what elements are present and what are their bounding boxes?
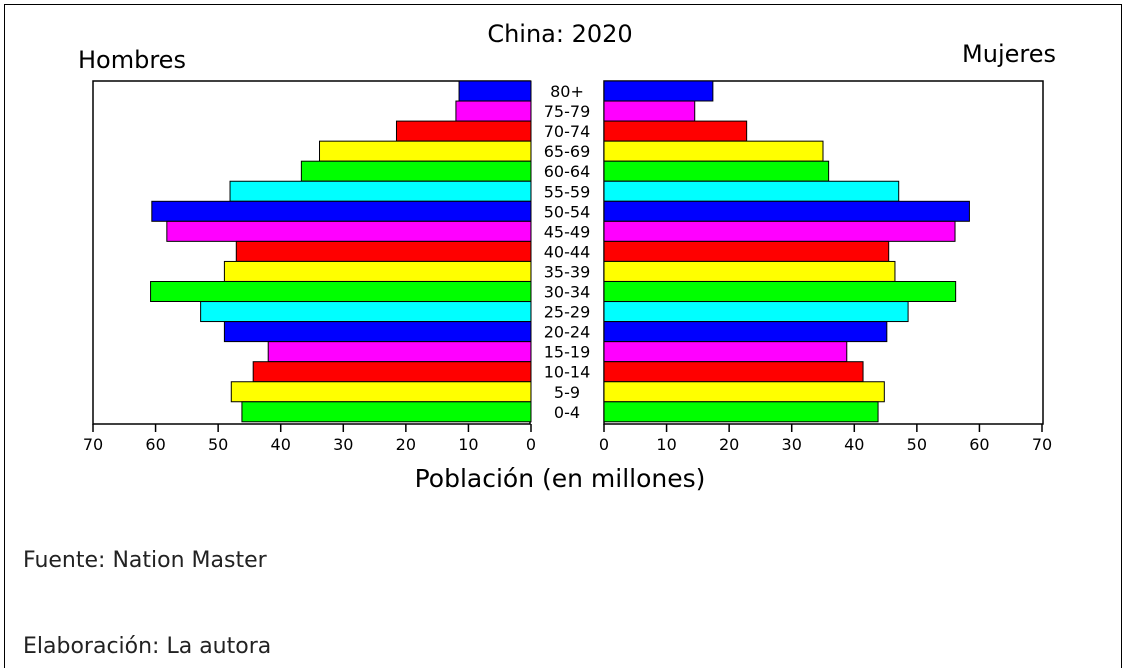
x-tick-label-left: 10 [458, 435, 478, 454]
bar-female-35-39 [603, 260, 896, 282]
label-hombres: Hombres [78, 46, 186, 74]
bar-male-30-34 [150, 281, 532, 302]
x-tick-label-left: 20 [396, 435, 416, 454]
author-note: Elaboración: La autora [23, 634, 272, 659]
x-tick-label-left: 0 [526, 435, 536, 454]
label-mujeres: Mujeres [962, 40, 1056, 68]
x-tick-label-left: 60 [145, 435, 165, 454]
x-tick-label-left: 70 [83, 435, 103, 454]
bar-male-80+ [458, 80, 532, 102]
bar-male-55-59 [229, 180, 532, 202]
bar-male-5-9 [230, 381, 532, 403]
bar-male-45-49 [166, 220, 532, 242]
age-group-label: 45-49 [544, 222, 591, 241]
bar-male-10-14 [252, 361, 532, 383]
age-group-label: 60-64 [544, 162, 591, 181]
bar-female-80+ [603, 80, 714, 102]
age-group-label: 65-69 [544, 142, 591, 161]
age-group-label: 80+ [550, 82, 584, 101]
bar-male-75-79 [455, 100, 532, 122]
bar-female-45-49 [603, 220, 956, 242]
bar-male-60-64 [300, 160, 532, 182]
age-group-label: 5-9 [554, 383, 580, 402]
bar-female-55-59 [603, 180, 900, 202]
age-group-label: 35-39 [544, 262, 591, 281]
age-group-label: 30-34 [544, 283, 591, 302]
x-tick-label-right: 70 [1032, 435, 1052, 454]
age-group-label: 75-79 [544, 102, 591, 121]
chart-frame [4, 4, 1122, 668]
bar-female-70-74 [603, 120, 748, 142]
bar-male-65-69 [319, 140, 532, 162]
source-note: Fuente: Nation Master [23, 548, 267, 573]
x-axis-label: Población (en millones) [415, 464, 706, 493]
bar-female-25-29 [603, 301, 909, 323]
x-tick-label-right: 50 [907, 435, 927, 454]
age-group-label: 70-74 [544, 122, 591, 141]
bar-male-35-39 [223, 260, 532, 282]
x-tick-label-right: 10 [656, 435, 676, 454]
bar-female-15-19 [603, 341, 848, 363]
bar-female-5-9 [603, 381, 885, 403]
bar-female-0-4 [603, 401, 879, 423]
bar-female-50-54 [603, 200, 970, 222]
bar-male-20-24 [223, 321, 532, 343]
x-tick-label-right: 0 [599, 435, 609, 454]
x-tick-label-left: 50 [208, 435, 228, 454]
bar-male-0-4 [241, 401, 532, 423]
x-tick-label-left: 30 [333, 435, 353, 454]
x-tick-label-left: 40 [271, 435, 291, 454]
x-tick-label-right: 20 [719, 435, 739, 454]
bar-male-70-74 [395, 120, 532, 142]
chart-title: China: 2020 [487, 20, 632, 48]
population-pyramid-chart: China: 2020 Hombres Mujeres 80+75-7970-7… [78, 20, 1056, 493]
age-group-label: 0-4 [554, 403, 580, 422]
age-group-label: 10-14 [544, 363, 591, 382]
bar-female-40-44 [603, 240, 890, 262]
age-group-label: 20-24 [544, 323, 591, 342]
bar-male-50-54 [151, 200, 532, 222]
bar-male-25-29 [200, 301, 532, 323]
bar-female-60-64 [603, 160, 830, 182]
bar-female-65-69 [603, 140, 824, 162]
age-group-label: 25-29 [544, 303, 591, 322]
bar-male-15-19 [267, 341, 532, 363]
bar-female-20-24 [603, 321, 888, 343]
age-group-label: 40-44 [544, 242, 591, 261]
bar-male-40-44 [235, 240, 532, 262]
x-tick-label-right: 40 [844, 435, 864, 454]
x-tick-label-right: 60 [969, 435, 989, 454]
age-group-label: 15-19 [544, 343, 591, 362]
age-group-label: 50-54 [544, 202, 591, 221]
bar-female-10-14 [603, 361, 864, 383]
bar-female-30-34 [603, 281, 957, 302]
x-tick-label-right: 30 [782, 435, 802, 454]
age-group-label: 55-59 [544, 182, 591, 201]
bar-female-75-79 [603, 100, 696, 122]
